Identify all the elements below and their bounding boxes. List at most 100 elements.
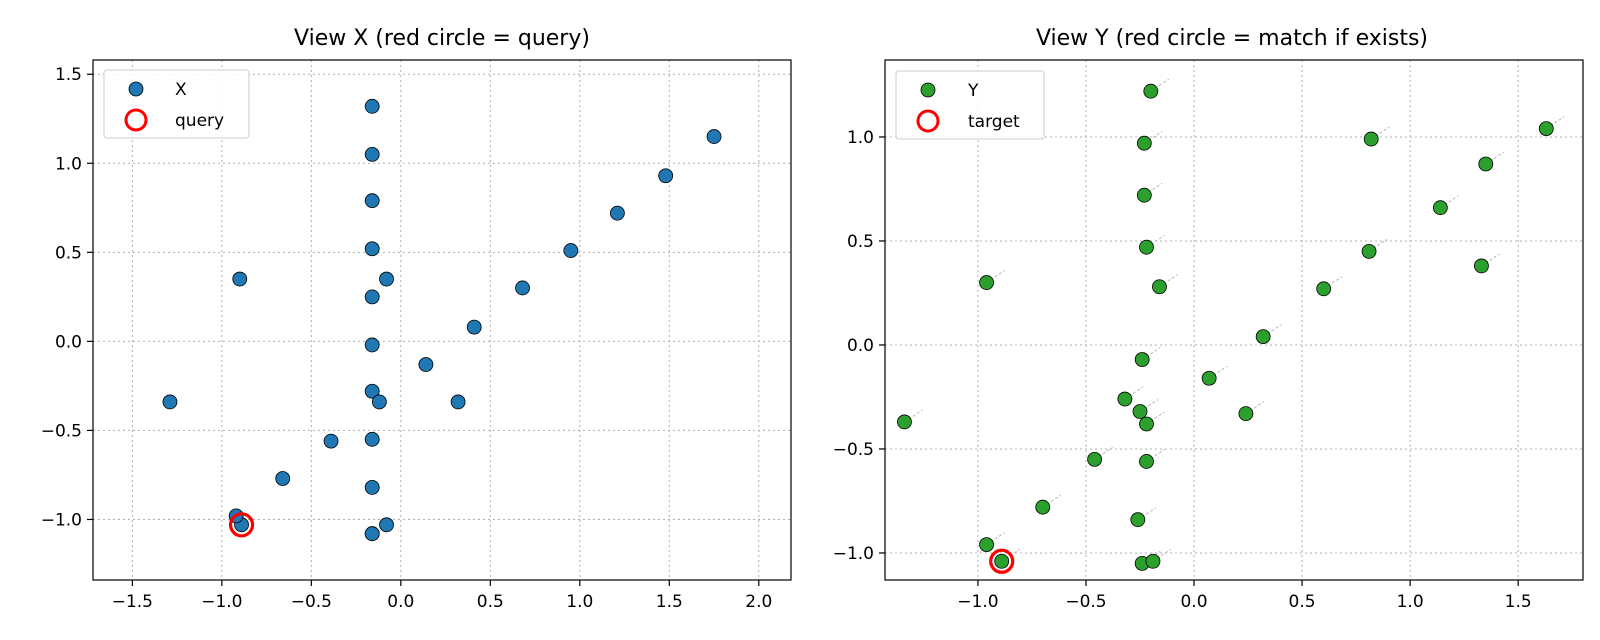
chart-title: View X (red circle = query) [294,26,590,51]
data-point [379,271,394,287]
match-connector [1370,126,1390,140]
data-point [1132,404,1148,419]
data-point [563,243,579,258]
match-connector [1245,401,1265,415]
data-point [364,383,380,399]
data-point [1136,187,1152,203]
legend-label-points: Y [967,81,979,101]
y-tick-label: 0.5 [847,232,874,252]
data-point [1255,329,1271,345]
data-point [1035,499,1051,515]
y-tick-label: 1.0 [55,154,82,174]
data-point [323,433,339,449]
connector-lines [904,78,1565,564]
highlight-ring [989,548,1015,574]
data-point [1478,156,1494,172]
x-tick-label: 0.5 [1289,592,1316,612]
data-point [1139,454,1154,469]
data-point [379,517,394,533]
y-tick-label: 0.0 [55,332,82,352]
match-connector [1440,195,1459,209]
x-tick-label: −1.5 [112,592,153,612]
match-connector [1368,238,1388,252]
axis-ticks: −1.5 −1.0 −0.5 0.0 0.5 1.0 1.5 2.0 −1.0 −0.5 0.0 0.… [41,65,773,612]
plot-frame [92,59,792,581]
match-connector [1262,324,1282,338]
chart-title: View Y (red circle = match if exists) [1036,26,1428,51]
match-connector [1146,449,1165,462]
data-point [706,129,722,144]
data-point [515,280,530,296]
legend: Y target [895,70,1045,140]
x-tick-label: −1.0 [957,592,998,612]
axis-ticks: −1.0 −0.5 0.0 0.5 1.0 1.5 −1.0 −0.5 0.0 0.5 1.0 [833,128,1532,612]
y-tick-label: 0.0 [847,336,874,356]
data-point [418,357,434,372]
grid-lines [885,60,1583,580]
panel-view-y: View Y (red circle = match if exists) −1… [833,26,1584,612]
legend-marker-highlight [916,109,940,133]
x-tick-label: −1.0 [201,592,242,612]
data-point [371,394,387,410]
x-tick-label: 1.5 [656,592,683,612]
data-point [364,337,380,353]
data-point [1136,135,1152,151]
x-tick-label: 1.0 [566,592,593,612]
match-connector [1481,253,1500,267]
data-point [994,553,1010,569]
match-connector [1137,507,1157,521]
data-point [979,537,994,553]
data-point [1117,391,1133,407]
data-point [979,275,994,290]
y-tick-label: 1.0 [847,128,874,148]
legend-marker-points [128,81,144,97]
match-connector [1545,116,1565,130]
match-connector [1141,347,1161,360]
data-point [1432,200,1448,216]
data-point [1538,121,1554,137]
match-connector [1144,130,1163,144]
y-tick-label: −0.5 [41,421,82,441]
match-connector [1042,494,1062,508]
match-connector [1144,182,1163,196]
data-point [466,319,482,335]
data-point [1143,83,1159,99]
data-point [1152,279,1167,295]
legend-label-points: X [175,80,187,100]
match-connector [1485,151,1505,165]
plot-frame [884,59,1584,581]
match-connector [1208,365,1228,379]
y-tick-label: 1.5 [55,65,82,85]
x-tick-label: 1.0 [1397,592,1424,612]
panel-view-x: View X (red circle = query) −1.5 −1.0 −0.5… [41,26,792,612]
y-tick-label: −0.5 [833,440,874,460]
x-tick-label: −0.5 [1065,592,1106,612]
data-point [1316,281,1332,297]
data-point [658,168,674,184]
data-point [364,479,380,495]
data-point [1201,370,1217,386]
data-point [1363,131,1379,147]
data-point [1139,239,1154,255]
match-connector [1094,446,1113,460]
x-tick-label: −0.5 [291,592,332,612]
match-connector [1124,386,1144,400]
legend-label-highlight: target [968,112,1020,132]
data-point [1134,352,1150,367]
data-point [1474,258,1489,274]
highlight-marker [989,548,1015,574]
x-tick-label: 1.5 [1505,592,1532,612]
match-connector [986,532,1005,546]
highlight-marker [228,512,255,538]
data-point [275,471,291,486]
y-tick-label: −1.0 [833,544,874,564]
data-point [364,98,380,114]
match-connector [986,270,1005,283]
data-point [1361,243,1377,259]
data-point [897,414,912,430]
match-connector [1146,234,1165,248]
match-connector [1323,276,1342,290]
data-point [364,526,380,542]
match-connector [1150,78,1170,92]
